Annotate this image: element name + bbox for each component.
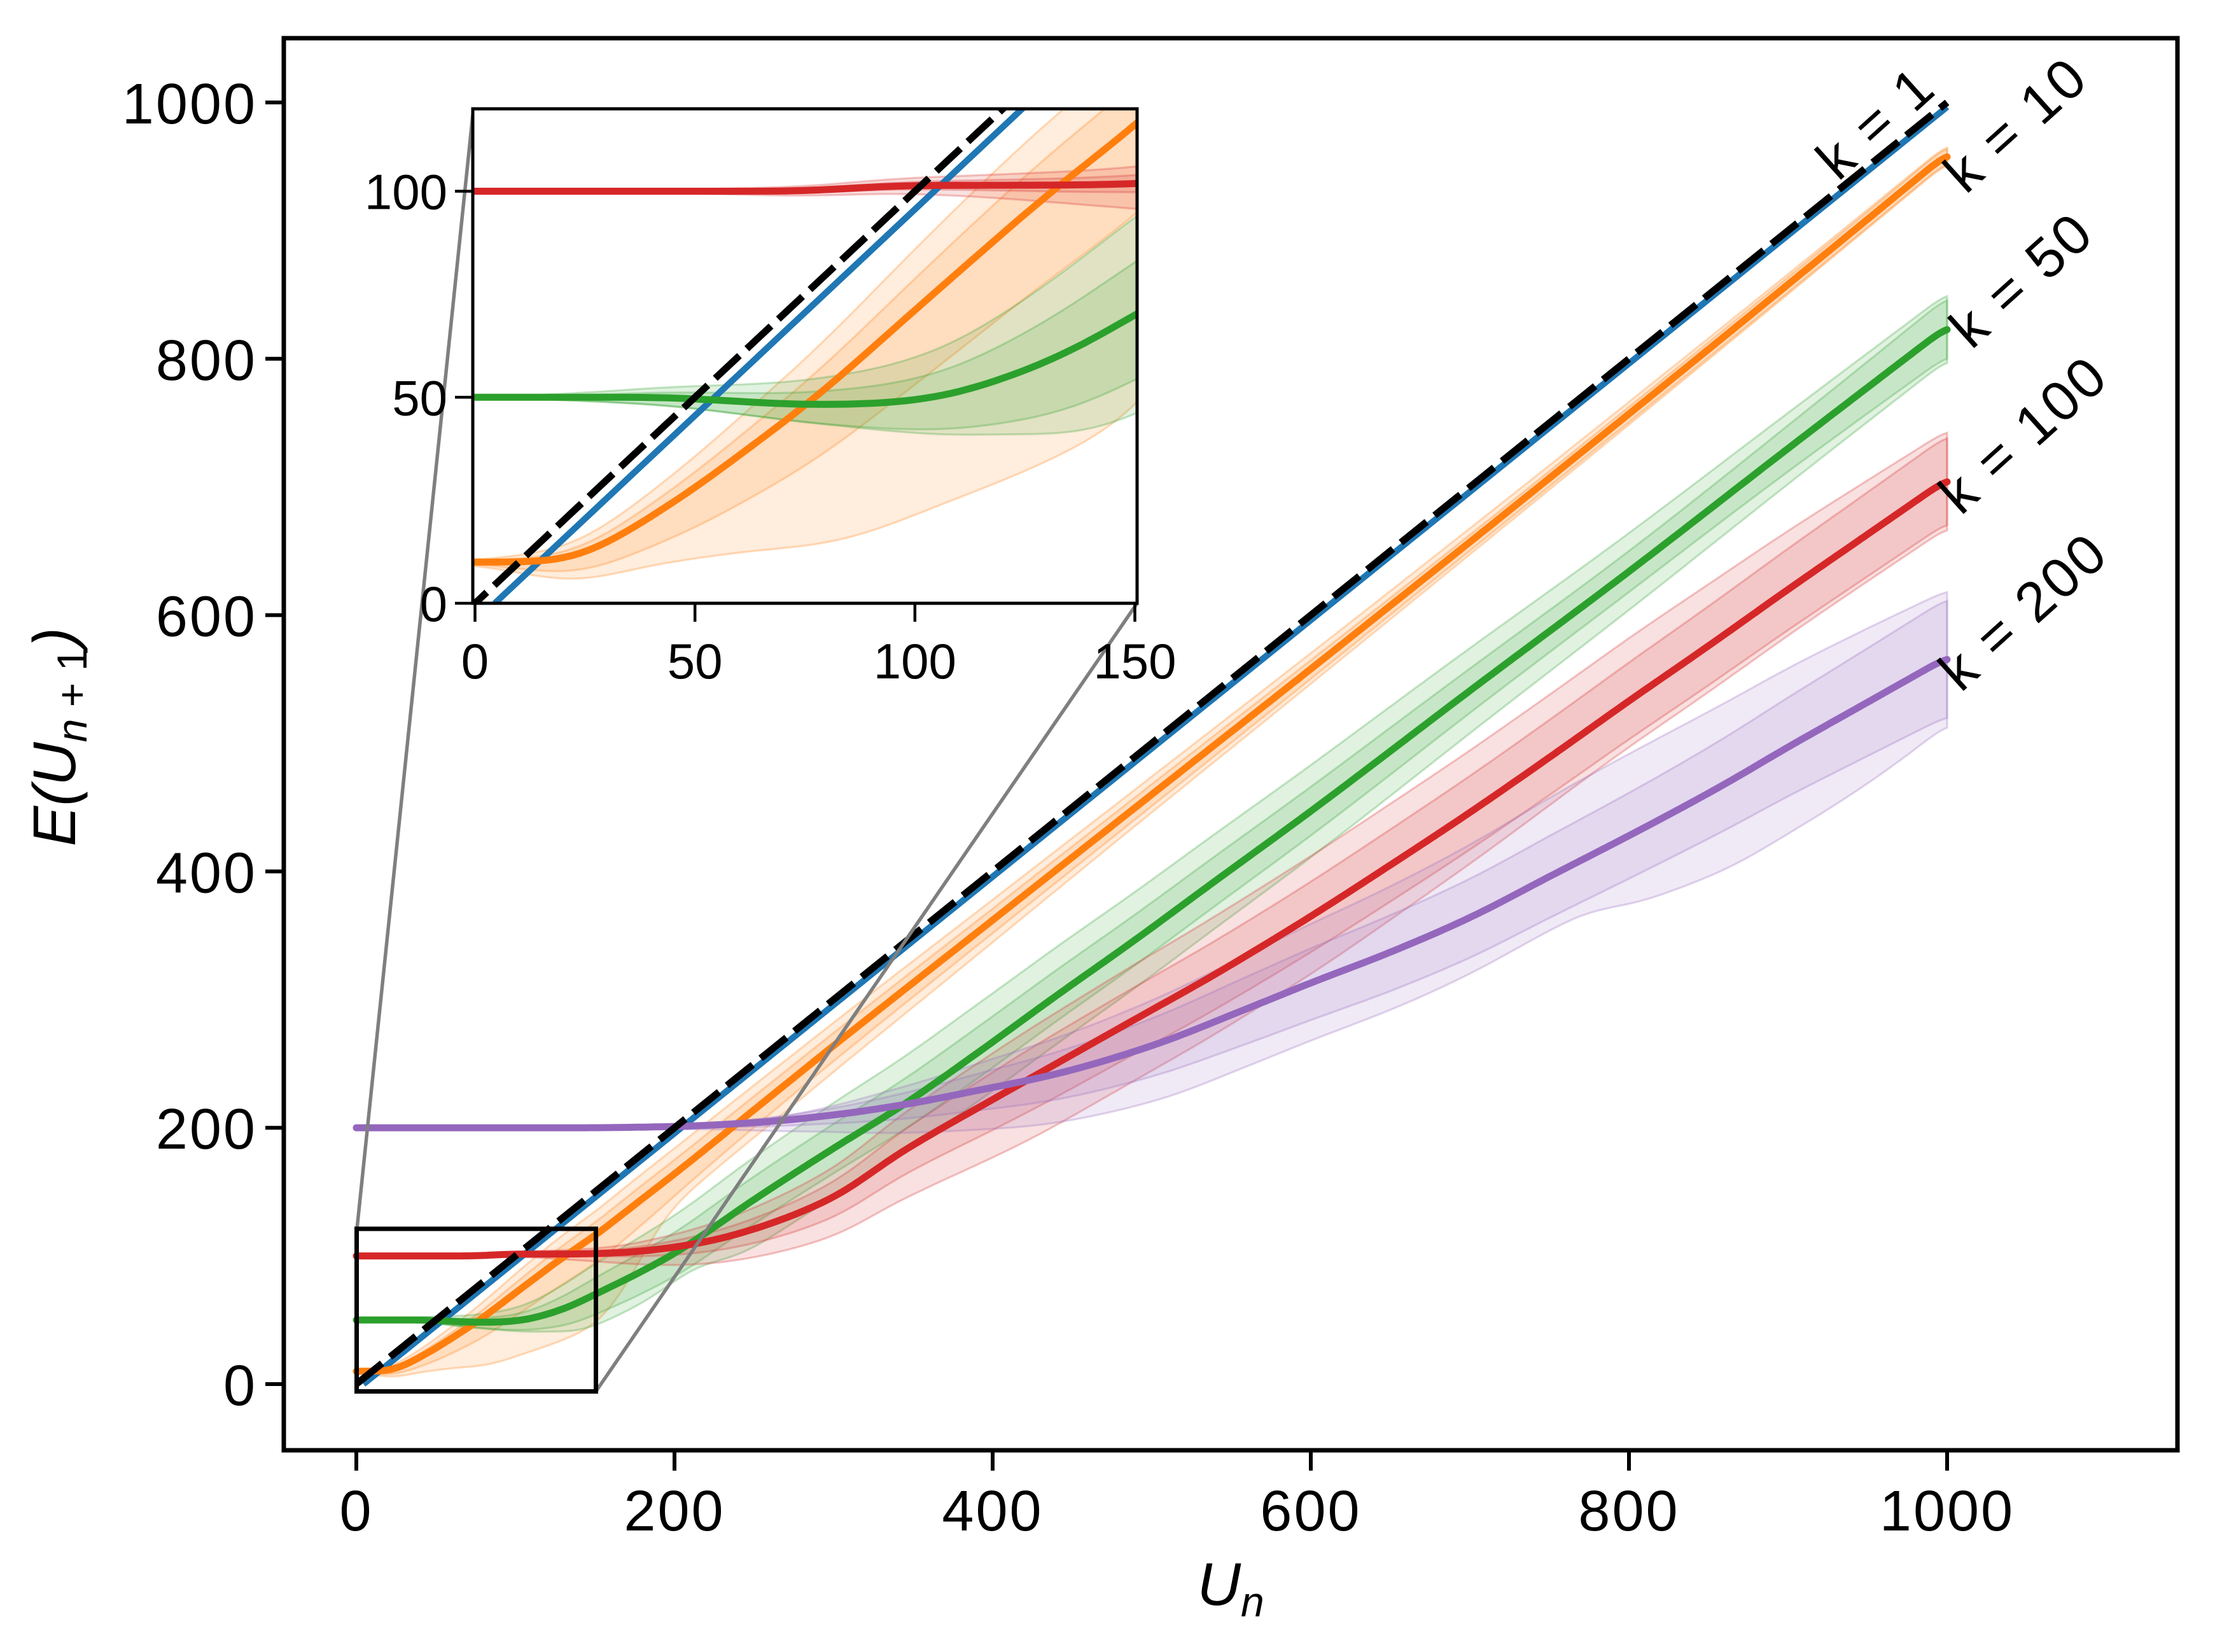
svg-text:800: 800: [1578, 1480, 1679, 1543]
svg-text:400: 400: [156, 841, 257, 905]
svg-text:600: 600: [156, 585, 257, 649]
svg-text:1000: 1000: [122, 73, 257, 136]
svg-text:50: 50: [667, 633, 723, 689]
svg-text:0: 0: [461, 633, 489, 689]
svg-text:0: 0: [339, 1480, 373, 1543]
svg-text:150: 150: [1093, 633, 1176, 689]
svg-text:100: 100: [874, 633, 956, 689]
svg-text:400: 400: [942, 1480, 1043, 1543]
svg-text:Un: Un: [1197, 1551, 1264, 1625]
svg-text:200: 200: [156, 1098, 257, 1161]
svg-text:1000: 1000: [1880, 1480, 2015, 1543]
svg-text:800: 800: [156, 329, 257, 393]
svg-text:50: 50: [392, 370, 447, 426]
svg-text:0: 0: [420, 576, 447, 632]
svg-text:100: 100: [365, 164, 447, 220]
svg-text:200: 200: [624, 1480, 725, 1543]
svg-text:600: 600: [1260, 1480, 1361, 1543]
svg-text:0: 0: [223, 1354, 257, 1418]
